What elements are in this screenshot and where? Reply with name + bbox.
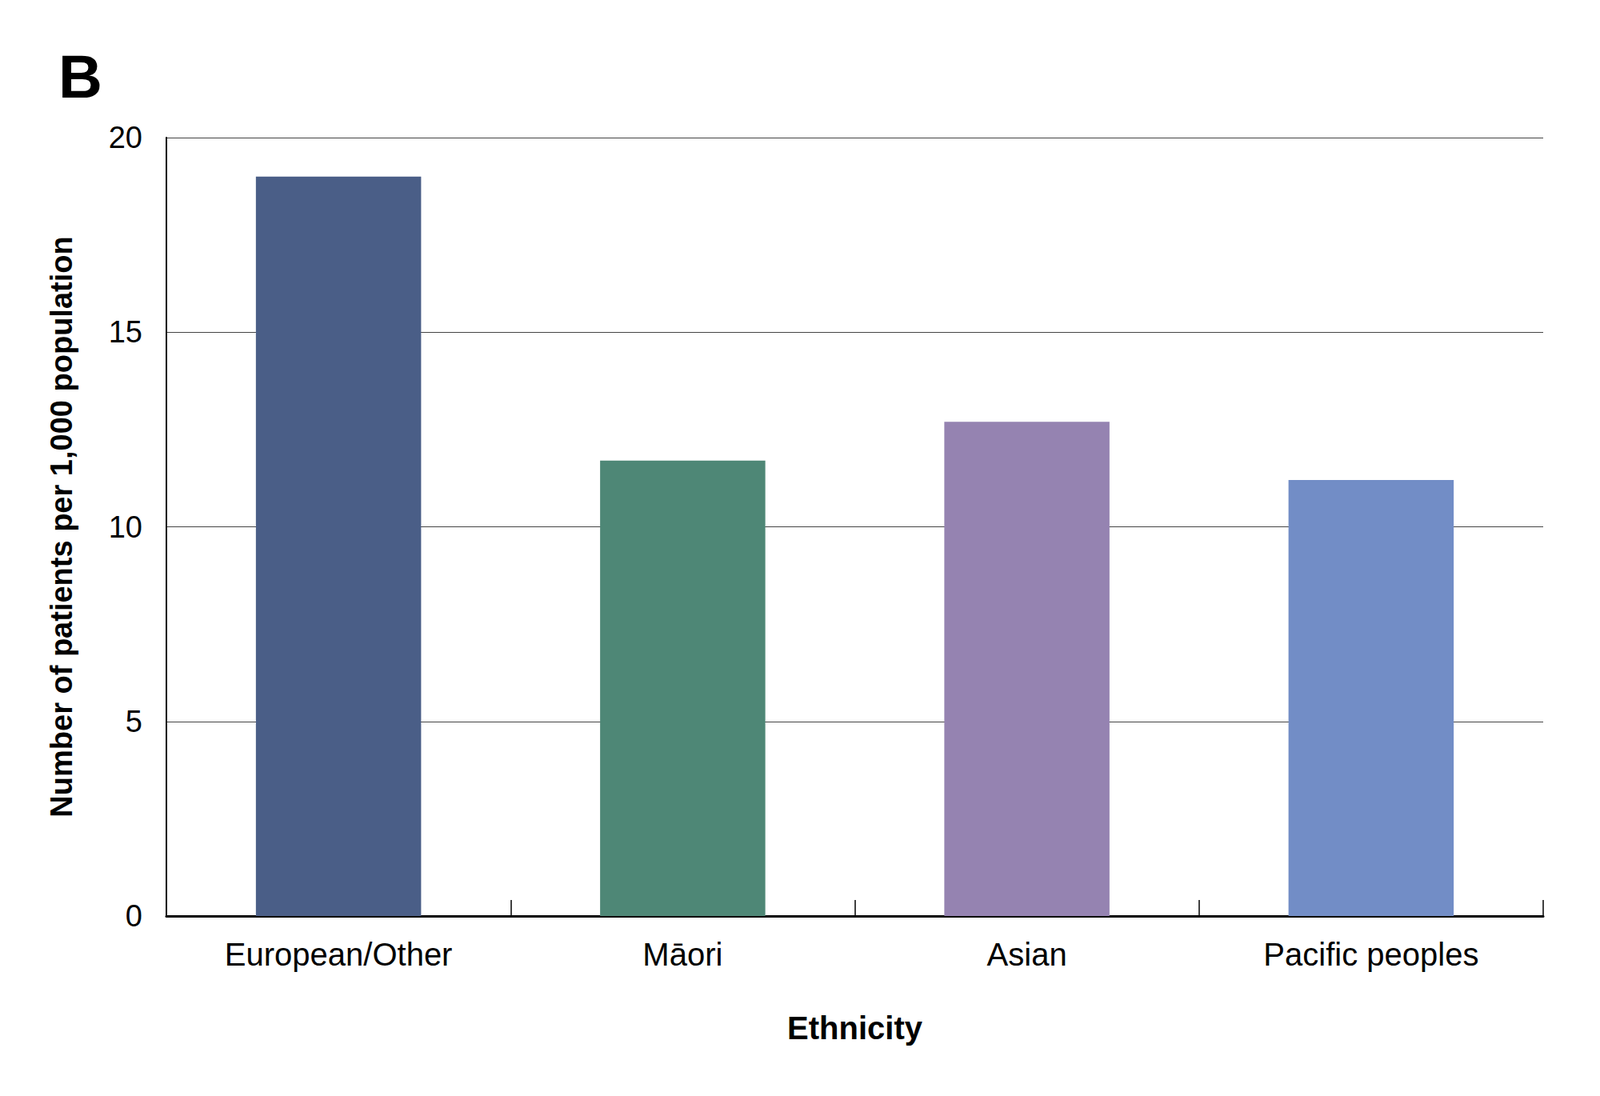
svg-text:Asian: Asian	[987, 936, 1068, 972]
svg-text:European/Other: European/Other	[224, 936, 453, 972]
svg-text:Māori: Māori	[642, 936, 723, 972]
svg-text:Number of patients per 1,000 p: Number of patients per 1,000 population	[44, 236, 79, 817]
svg-text:Pacific peoples: Pacific peoples	[1263, 936, 1479, 972]
svg-text:0: 0	[125, 899, 143, 933]
svg-text:15: 15	[108, 315, 143, 349]
svg-text:Ethnicity: Ethnicity	[787, 1010, 924, 1046]
svg-text:10: 10	[108, 510, 143, 544]
svg-text:20: 20	[108, 120, 143, 155]
svg-text:5: 5	[125, 704, 143, 739]
svg-text:B: B	[58, 42, 103, 111]
